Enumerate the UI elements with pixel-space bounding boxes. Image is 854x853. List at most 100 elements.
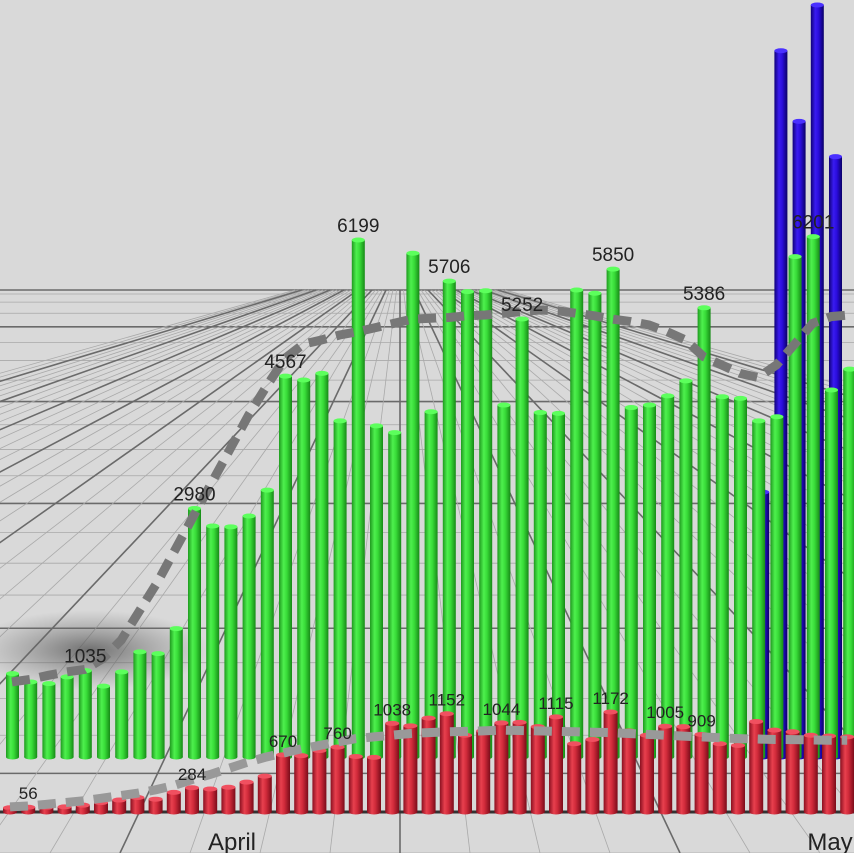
red-series-bar — [694, 731, 709, 815]
red-series-bar — [257, 773, 272, 815]
red-series-bar — [276, 752, 290, 815]
red-series-bar — [749, 719, 764, 815]
green-series-bar — [115, 669, 129, 760]
grid-line-vertical — [0, 289, 334, 440]
x-tick-labels: April May — [208, 829, 853, 853]
data-label: 5252 — [501, 295, 543, 316]
data-label: 760 — [323, 724, 351, 743]
green-series-bar — [752, 418, 766, 760]
green-series-bar — [351, 237, 365, 760]
red-series-bar — [712, 741, 727, 815]
green-series-bar — [24, 679, 38, 760]
green-series-bar — [97, 683, 110, 760]
grid-line-vertical — [462, 289, 854, 475]
data-label: 5706 — [428, 257, 470, 278]
green-series-bar — [806, 234, 820, 760]
data-label: 8518 — [800, 0, 836, 1]
red-series-bar — [822, 733, 836, 815]
grid-line-vertical — [455, 289, 854, 502]
grid-line-vertical — [0, 289, 313, 397]
green-series-bar — [42, 681, 56, 760]
green-series-bar — [442, 278, 456, 760]
green-series-bar — [333, 418, 347, 760]
bars — [3, 2, 854, 815]
red-series-bar — [585, 736, 600, 815]
green-series-bar — [606, 266, 620, 760]
green-series-bar — [6, 671, 19, 760]
data-label: 5386 — [683, 284, 725, 305]
data-label: 1172 — [592, 689, 629, 708]
green-series-bar — [279, 373, 292, 760]
grid-line-vertical — [0, 289, 317, 403]
data-label: 5850 — [592, 245, 634, 266]
data-label: 2980 — [173, 484, 215, 505]
data-label: 1152 — [429, 691, 466, 710]
red-series-bar — [239, 779, 254, 815]
red-series-bar — [312, 748, 327, 815]
red-series-bar — [603, 709, 618, 815]
red-series-bar — [658, 723, 673, 815]
green-moving-average-line — [11, 305, 850, 687]
grid-line-vertical — [0, 289, 324, 415]
grid-line-vertical — [0, 289, 366, 600]
data-labels: 1035 2980 4567 6199 5706 5252 5850 5386 6201 8518… — [19, 0, 835, 803]
red-series-bar — [203, 786, 218, 815]
green-series-bar — [78, 668, 92, 760]
grid-line-vertical — [487, 289, 854, 415]
green-series-bar — [133, 649, 147, 760]
grid-line-vertical — [0, 289, 359, 544]
green-series-bar — [206, 523, 220, 760]
green-series-bar — [770, 414, 784, 760]
data-label: 6199 — [337, 216, 379, 237]
grid-line-vertical — [0, 289, 369, 638]
grid-line-vertical — [0, 289, 310, 392]
red-series-bar — [330, 744, 345, 815]
red-series-bar — [731, 742, 745, 815]
red-series-bar — [512, 719, 527, 815]
data-label: 1038 — [373, 700, 411, 719]
grid-line-vertical — [0, 289, 331, 431]
green-series-bar — [788, 254, 802, 760]
red-series-bar — [530, 724, 545, 815]
green-series-bar — [533, 410, 547, 760]
grid-line-vertical — [0, 289, 320, 409]
green-series-bar — [224, 524, 238, 760]
red-series-bar — [185, 785, 199, 815]
grid-line-vertical — [0, 289, 327, 423]
green-series-bar — [461, 289, 474, 760]
red-moving-average-line — [9, 725, 848, 812]
green-series-bar — [260, 487, 274, 760]
grid-line-vertical — [0, 289, 338, 449]
data-label: 4567 — [264, 352, 306, 373]
data-label: 1115 — [538, 694, 573, 713]
grid-line-vertical — [0, 289, 303, 383]
x-tick-label: May — [807, 829, 852, 853]
green-series-bar — [734, 395, 747, 760]
grid-line-vertical — [0, 289, 352, 503]
grid-line-vertical — [476, 289, 854, 436]
grid-line-vertical — [0, 289, 362, 569]
red-series-bar — [112, 797, 127, 815]
data-label: 6201 — [792, 213, 834, 234]
red-series-bar — [403, 723, 418, 815]
data-label: 1044 — [482, 700, 520, 719]
green-series-bar — [406, 250, 420, 760]
green-series-bar — [151, 651, 165, 760]
red-series-bar — [840, 734, 854, 815]
red-series-bar — [458, 732, 472, 815]
red-series-bar — [767, 727, 782, 815]
red-series-bar — [439, 711, 454, 815]
red-series-bar — [367, 754, 381, 815]
grid-line-vertical — [480, 289, 854, 428]
green-series-bar — [697, 305, 711, 760]
grid-line-vertical — [483, 289, 854, 422]
grid-line-vertical — [0, 289, 341, 461]
red-series-bar — [221, 784, 236, 815]
data-label: 56 — [19, 784, 38, 803]
grid-line-vertical — [459, 289, 854, 487]
green-series-bar — [515, 316, 529, 760]
green-series-bar — [570, 287, 584, 760]
grid-line-vertical — [448, 289, 854, 536]
red-series-bar — [640, 732, 654, 815]
